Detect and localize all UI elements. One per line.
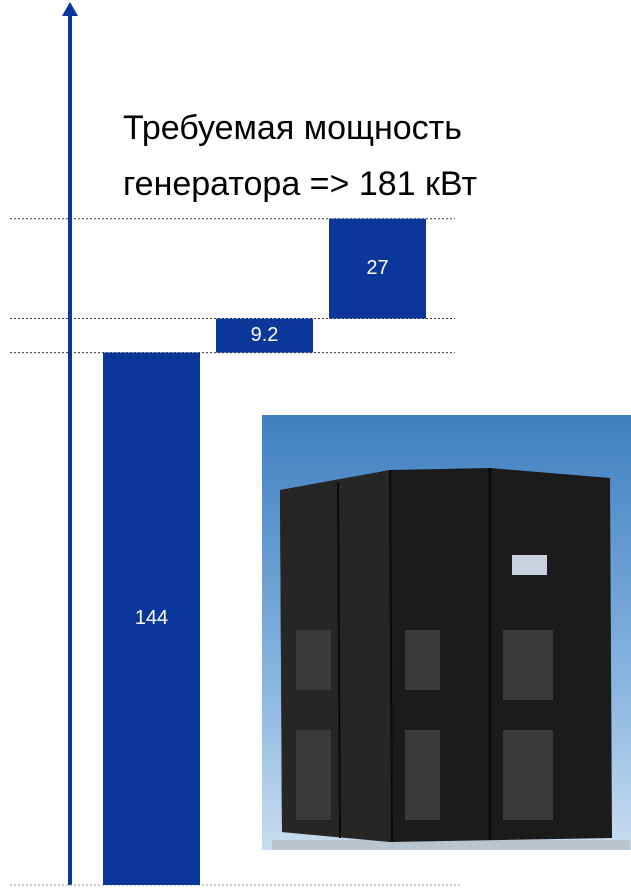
product-photo xyxy=(262,415,631,850)
axis-arrow xyxy=(62,2,78,16)
value-label: 144 xyxy=(135,607,168,629)
value-label: 27 xyxy=(366,257,388,279)
annotation: Требуемая мощность xyxy=(123,109,462,147)
chart: Требуемая мощность генератора => 181 кВт… xyxy=(0,0,631,896)
annotation: генератора => 181 кВт xyxy=(123,165,477,203)
value-label: 9.2 xyxy=(251,324,279,346)
